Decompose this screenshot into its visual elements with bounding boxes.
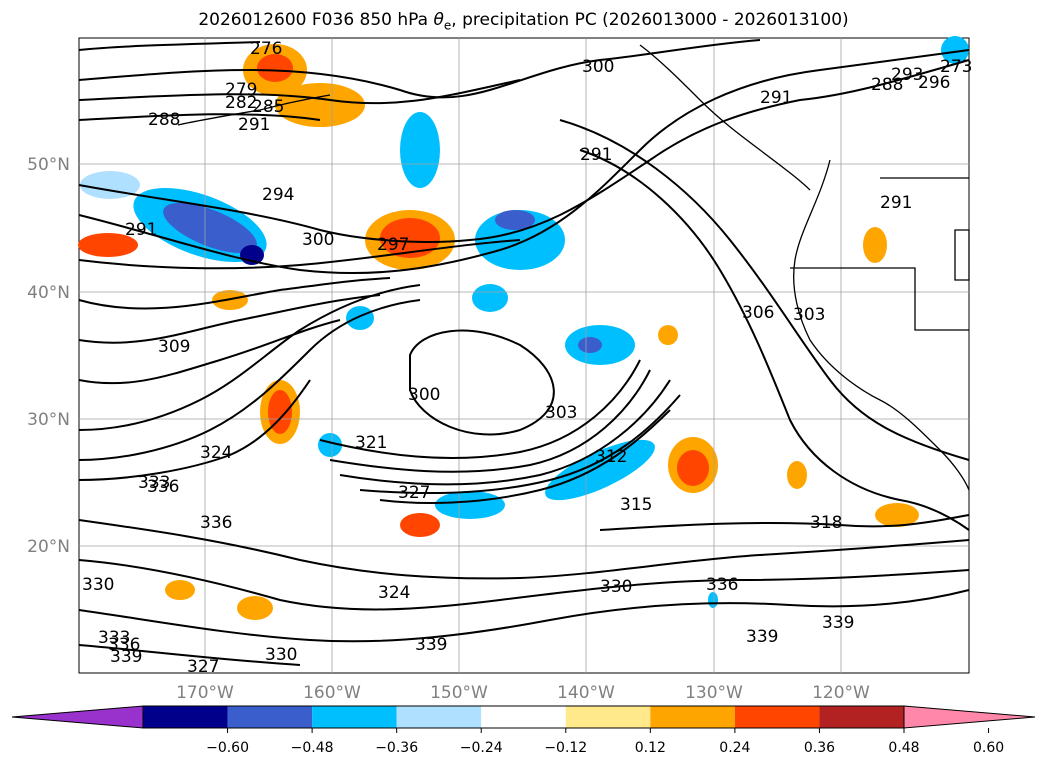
contour-label: 309 bbox=[158, 337, 190, 357]
lon-label: 120°W bbox=[812, 683, 870, 703]
contour-label: 293 bbox=[891, 65, 923, 85]
colorbar-tick-label: 0.12 bbox=[635, 740, 666, 756]
contour-label: 285 bbox=[252, 97, 284, 117]
colorbar-tick-label: −0.36 bbox=[375, 740, 418, 756]
contour-label: 273 bbox=[940, 57, 972, 77]
lon-label: 140°W bbox=[557, 683, 615, 703]
colorbar-tick-label: 0.24 bbox=[719, 740, 750, 756]
contour-label: 327 bbox=[187, 657, 219, 677]
map-title: 2026012600 F036 850 hPa θe, precipitatio… bbox=[198, 10, 849, 33]
lat-label: 30°N bbox=[27, 410, 70, 430]
contour-label: 315 bbox=[620, 495, 652, 515]
coastlines bbox=[177, 44, 970, 491]
contour-label: 339 bbox=[110, 647, 142, 667]
contour-label: 300 bbox=[408, 385, 440, 405]
colorbar-tick-label: −0.60 bbox=[206, 740, 249, 756]
colorbar-cell bbox=[650, 706, 735, 728]
colorbar-tick-label: 0.60 bbox=[973, 740, 1004, 756]
lat-label: 50°N bbox=[27, 155, 70, 175]
contour-label: 276 bbox=[250, 39, 282, 59]
precip-shading bbox=[78, 36, 969, 620]
contour-label: 291 bbox=[580, 145, 612, 165]
theta-e-contours bbox=[78, 39, 970, 666]
contour-label: 333 bbox=[138, 473, 170, 493]
lon-label: 150°W bbox=[430, 683, 488, 703]
colorbar-cell bbox=[227, 706, 313, 728]
contour-label: 336 bbox=[108, 635, 140, 655]
contour-label: 294 bbox=[262, 185, 294, 205]
contour-label: 336 bbox=[706, 575, 738, 595]
contour-label: 321 bbox=[355, 433, 387, 453]
contour-labels: 276 279 282 285 288 291 294 291 297 300 … bbox=[82, 39, 972, 677]
contour-label: 324 bbox=[378, 583, 410, 603]
contour-label: 296 bbox=[918, 73, 950, 93]
colorbar-extend-low bbox=[11, 705, 144, 729]
lon-label: 170°W bbox=[176, 683, 234, 703]
contour-label: 324 bbox=[200, 443, 232, 463]
colorbar-tick-label: 0.48 bbox=[888, 740, 919, 756]
contour-label: 291 bbox=[760, 88, 792, 108]
contour-label: 339 bbox=[746, 627, 778, 647]
contour-label: 300 bbox=[302, 230, 334, 250]
contour-label: 330 bbox=[600, 577, 632, 597]
contour-label: 339 bbox=[415, 635, 447, 655]
contour-label: 303 bbox=[545, 403, 577, 423]
colorbar-tick-label: −0.24 bbox=[460, 740, 503, 756]
colorbar-tick-label: −0.12 bbox=[544, 740, 587, 756]
contour-label: 279 bbox=[225, 80, 257, 100]
colorbar-cell bbox=[396, 706, 482, 728]
colorbar-cell bbox=[565, 706, 651, 728]
contour-label: 333 bbox=[98, 628, 130, 648]
colorbar-tick-label: −0.48 bbox=[291, 740, 334, 756]
contour-label: 312 bbox=[595, 447, 627, 467]
contour-label: 300 bbox=[582, 57, 614, 77]
colorbar: −0.60 −0.48 −0.36 −0.24 −0.12 0.12 0.24 0.36 0.4… bbox=[11, 705, 1036, 756]
colorbar-cell bbox=[481, 706, 566, 728]
contour-label: 306 bbox=[742, 303, 774, 323]
colorbar-cell bbox=[819, 706, 904, 728]
contour-label: 330 bbox=[265, 645, 297, 665]
contour-label: 288 bbox=[148, 110, 180, 130]
contour-label: 327 bbox=[398, 483, 430, 503]
contour-label: 291 bbox=[238, 115, 270, 135]
contour-label: 318 bbox=[810, 513, 842, 533]
colorbar-cell bbox=[312, 706, 397, 728]
contour-label: 336 bbox=[200, 513, 232, 533]
colorbar-cell bbox=[734, 706, 820, 728]
contour-label: 282 bbox=[225, 93, 257, 113]
contour-label: 291 bbox=[880, 193, 912, 213]
contour-label: 297 bbox=[377, 235, 409, 255]
lat-label: 20°N bbox=[27, 537, 70, 557]
contour-label: 336 bbox=[147, 477, 179, 497]
grid-lines bbox=[79, 38, 969, 673]
latitude-labels: 50°N 40°N 30°N 20°N bbox=[27, 155, 70, 557]
contour-label: 291 bbox=[125, 220, 157, 240]
contour-label: 330 bbox=[82, 575, 114, 595]
lon-label: 130°W bbox=[685, 683, 743, 703]
colorbar-extend-high bbox=[903, 705, 1036, 729]
colorbar-cell bbox=[143, 706, 228, 728]
contour-label: 288 bbox=[871, 75, 903, 95]
lat-label: 40°N bbox=[27, 283, 70, 303]
contour-label: 339 bbox=[822, 613, 854, 633]
lon-label: 160°W bbox=[303, 683, 361, 703]
colorbar-tick-label: 0.36 bbox=[804, 740, 835, 756]
contour-label: 303 bbox=[793, 305, 825, 325]
longitude-labels: 170°W 160°W 150°W 140°W 130°W 120°W bbox=[176, 683, 870, 703]
plot-area bbox=[78, 37, 970, 674]
